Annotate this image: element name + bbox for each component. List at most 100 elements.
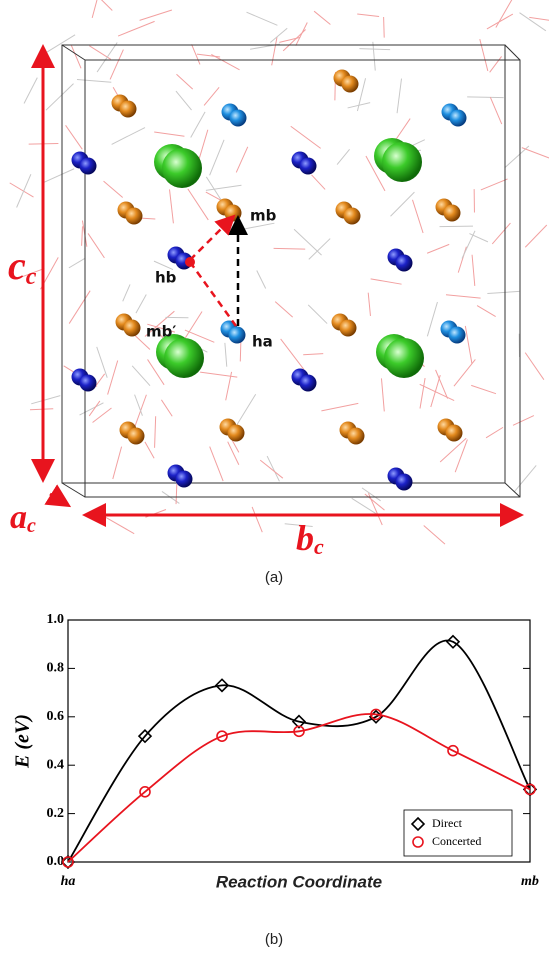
atom bbox=[340, 320, 357, 337]
atom bbox=[396, 474, 413, 491]
x-tick-label: ha bbox=[61, 874, 76, 889]
bond bbox=[296, 23, 308, 46]
bond bbox=[97, 347, 107, 378]
bond bbox=[490, 97, 501, 124]
bond bbox=[252, 507, 262, 532]
bond bbox=[279, 37, 300, 42]
caption: (b) bbox=[265, 931, 283, 948]
bond bbox=[31, 396, 60, 404]
path-ha-hb bbox=[190, 262, 236, 326]
atom bbox=[300, 158, 317, 175]
atom bbox=[446, 425, 463, 442]
bond bbox=[93, 408, 112, 422]
bond bbox=[118, 21, 154, 36]
bond bbox=[17, 174, 31, 207]
bond bbox=[440, 438, 466, 462]
bond bbox=[454, 359, 475, 386]
bond bbox=[197, 54, 220, 57]
bond bbox=[236, 147, 247, 173]
framework bbox=[10, 0, 549, 544]
bond bbox=[465, 326, 472, 364]
axis-subscript: c bbox=[314, 534, 324, 559]
x-tick-label: mb bbox=[521, 874, 539, 889]
bond bbox=[267, 456, 279, 481]
atom bbox=[444, 205, 461, 222]
bond bbox=[210, 447, 223, 482]
bond bbox=[274, 248, 306, 249]
bond bbox=[529, 17, 549, 20]
bond bbox=[294, 229, 321, 255]
axis-subscript: c bbox=[27, 515, 36, 537]
atom bbox=[228, 425, 245, 442]
bond bbox=[427, 302, 437, 336]
bond bbox=[487, 291, 519, 293]
y-tick-label: 0.4 bbox=[47, 757, 65, 772]
bond bbox=[291, 126, 321, 148]
bond bbox=[140, 10, 172, 20]
bond bbox=[110, 50, 123, 80]
bond bbox=[236, 394, 256, 427]
bond bbox=[46, 84, 74, 111]
atom bbox=[449, 327, 466, 344]
hb-point bbox=[185, 257, 195, 267]
bond bbox=[136, 294, 146, 313]
x-axis-label: Reaction Coordinate bbox=[216, 872, 382, 891]
atom bbox=[396, 255, 413, 272]
bond bbox=[170, 189, 174, 223]
bond bbox=[357, 78, 365, 111]
bond bbox=[487, 14, 513, 29]
bond bbox=[371, 279, 402, 284]
bond bbox=[211, 54, 239, 69]
y-tick-label: 1.0 bbox=[47, 612, 65, 627]
atom bbox=[300, 375, 317, 392]
bond bbox=[113, 447, 122, 479]
bond bbox=[420, 378, 425, 408]
axis-label: cc bbox=[8, 243, 37, 289]
bond bbox=[492, 223, 510, 244]
bond bbox=[486, 427, 503, 437]
atom bbox=[348, 428, 365, 445]
bond bbox=[308, 305, 327, 324]
bond bbox=[270, 28, 287, 42]
path-hb-mb bbox=[190, 218, 232, 260]
bond bbox=[446, 295, 481, 298]
bond bbox=[412, 200, 423, 233]
bond bbox=[77, 80, 111, 83]
bond bbox=[82, 226, 83, 245]
bond bbox=[44, 169, 74, 182]
bond bbox=[191, 112, 205, 138]
atom bbox=[120, 101, 137, 118]
bond bbox=[311, 175, 325, 190]
bond bbox=[314, 11, 330, 24]
bond bbox=[520, 13, 546, 31]
bond bbox=[176, 74, 192, 89]
chart: 0.00.20.40.60.81.0hambReaction Coordinat… bbox=[12, 612, 539, 948]
bond bbox=[88, 233, 104, 257]
atom bbox=[162, 148, 202, 188]
bond bbox=[391, 192, 415, 216]
atom bbox=[128, 428, 145, 445]
bond bbox=[69, 291, 90, 324]
bond bbox=[176, 91, 192, 110]
y-axis-label: E (eV) bbox=[12, 714, 34, 769]
y-tick-label: 0.2 bbox=[47, 806, 65, 821]
bond bbox=[337, 149, 349, 164]
bond bbox=[513, 416, 534, 426]
bond bbox=[98, 0, 112, 10]
paths bbox=[190, 218, 238, 326]
bond bbox=[161, 400, 172, 416]
atom bbox=[176, 471, 193, 488]
bond bbox=[225, 343, 227, 367]
bond bbox=[260, 460, 283, 478]
bond bbox=[384, 17, 385, 38]
bond bbox=[210, 140, 224, 175]
caption: (a) bbox=[265, 569, 283, 586]
bond bbox=[133, 395, 146, 431]
bond bbox=[66, 125, 83, 149]
bond bbox=[69, 259, 85, 268]
atom bbox=[384, 338, 424, 378]
bond bbox=[522, 148, 549, 161]
site-label: hb bbox=[155, 269, 177, 287]
site-label: mb bbox=[250, 207, 277, 225]
page: { "structure": { "axes": { "c": {"symbol… bbox=[0, 0, 549, 958]
